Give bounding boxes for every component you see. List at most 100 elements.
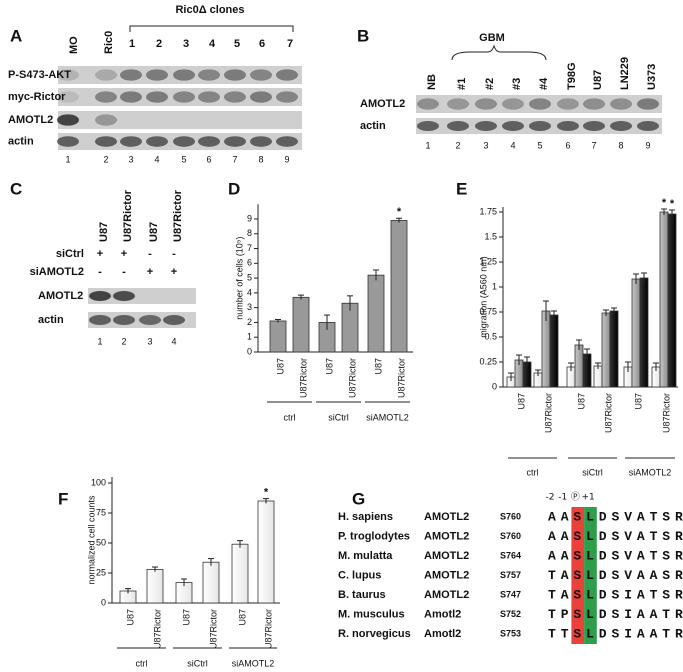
treatment-sign: - [172, 248, 176, 260]
bar [231, 543, 249, 604]
panel-label: E [456, 179, 467, 198]
group-label: siCtrl [187, 658, 208, 668]
lane-number: 7 [232, 154, 237, 164]
y-tick-label: 25 [96, 567, 106, 577]
site: S760 [500, 531, 521, 541]
bar [269, 320, 287, 353]
site: S760 [500, 511, 521, 521]
gene: Amotl2 [424, 628, 461, 640]
error-bar [324, 314, 330, 330]
bracket [451, 44, 547, 61]
gene: Amotl2 [424, 608, 461, 620]
gene: AMOTL2 [424, 511, 469, 523]
blot-band [95, 114, 117, 126]
error-bar [524, 356, 530, 367]
blot-band [502, 121, 524, 131]
blot-band [475, 98, 497, 110]
lane-header: U87 [148, 222, 160, 242]
blot-background [88, 288, 196, 304]
x-tick-label: U87 [237, 609, 247, 626]
sequence: TTSLDSIAATR [548, 626, 683, 641]
y-tick-label: 0.5 [484, 331, 497, 341]
y-tick-label: 1.75 [479, 206, 497, 216]
x-tick-label: U87Rictor [661, 393, 671, 433]
lane-header: #1 [456, 78, 468, 90]
y-tick-label: 5 [247, 272, 252, 282]
blot-background [416, 95, 662, 113]
lane-header: 7 [287, 38, 293, 50]
sequence: TASLDSVAASR [548, 568, 683, 583]
blot-band [173, 136, 195, 147]
lane-number: 1 [65, 154, 70, 164]
error-bar [125, 588, 131, 594]
blot-band [95, 136, 117, 147]
site: S752 [500, 609, 521, 619]
panel-label: A [10, 26, 22, 45]
blot-band [637, 98, 659, 110]
y-tick-label: 100 [91, 477, 106, 487]
panel-label: D [228, 179, 240, 198]
panel-label: B [357, 26, 369, 45]
species: H. sapiens [338, 511, 393, 523]
blot-band [447, 121, 469, 131]
error-bar [551, 310, 557, 319]
lane-header: U87Rictor [122, 189, 134, 242]
species: R. norvegicus [338, 628, 411, 640]
x-tick-label: U87 [576, 393, 586, 410]
row-label: myc-Rictor [8, 91, 66, 103]
group-label: ctrl [136, 658, 148, 668]
lane-header: #3 [511, 78, 523, 90]
group-label: siAMOTL2 [366, 412, 409, 422]
treatment-sign: + [97, 248, 103, 260]
blot-band [276, 91, 298, 103]
lane-header: 1 [129, 38, 135, 50]
group-label: ctrl [527, 467, 539, 477]
lane-header: U373 [646, 64, 658, 90]
gene: AMOTL2 [424, 589, 469, 601]
species: B. taurus [338, 589, 386, 601]
lane-header: U87 [592, 70, 604, 90]
lane-number: 4 [154, 154, 159, 164]
y-tick-label: 2 [247, 317, 252, 327]
blot-band [198, 136, 220, 147]
annotation: * [670, 198, 675, 210]
error-bar [152, 566, 158, 572]
lane-header: MO [68, 36, 80, 54]
blot-band [224, 69, 246, 81]
lane-header: T98G [566, 62, 578, 90]
blot-band [95, 69, 117, 81]
x-tick-label: U87 [633, 393, 643, 410]
lane-number: 2 [455, 140, 460, 150]
y-tick-label: 8 [247, 228, 252, 238]
lane-header: LN229 [619, 57, 631, 90]
bar [601, 312, 611, 388]
bar [574, 344, 584, 388]
highlight-red [571, 507, 585, 644]
blot-band [276, 136, 298, 147]
blot-band [57, 114, 79, 126]
lane-number: 3 [128, 154, 133, 164]
bracket-label: GBM [479, 32, 505, 44]
bar [146, 569, 164, 604]
error-bar [208, 558, 214, 566]
blot-band [89, 315, 111, 325]
blot-background [58, 66, 302, 84]
bar [202, 561, 220, 604]
group-label: siAMOTL2 [232, 658, 275, 668]
error-bar [396, 217, 402, 223]
error-bar [669, 209, 675, 218]
x-tick-label: U87Rictor [298, 358, 308, 398]
lane-number: 2 [121, 336, 126, 346]
lane-header: 4 [209, 38, 216, 50]
blot-band [57, 69, 79, 81]
blot-band [250, 91, 272, 103]
treatment-label: siAMOTL2 [30, 266, 84, 278]
y-axis-label: normalized cell counts [86, 495, 96, 585]
lane-number: 5 [537, 140, 542, 150]
blot-band [610, 98, 632, 110]
lane-number: 9 [284, 154, 289, 164]
lane-number: 1 [425, 140, 430, 150]
treatment-sign: + [171, 266, 177, 278]
blot-band [276, 69, 298, 81]
